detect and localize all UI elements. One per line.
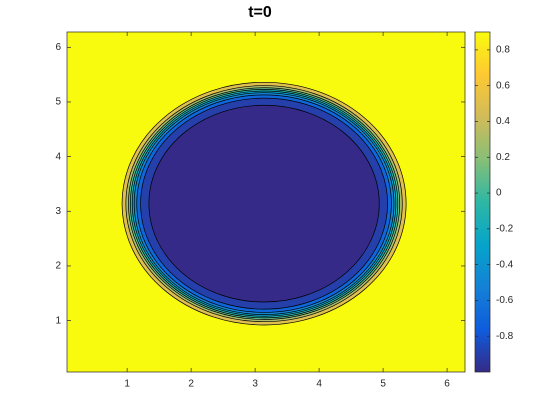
colorbar-tick-label: -0.8 — [496, 331, 514, 342]
colorbar-tick-label: -0.4 — [496, 259, 514, 270]
colorbar-tick-label: 0 — [496, 188, 502, 199]
chart-title: t=0 — [248, 4, 272, 21]
colorbar-tick-label: 0.8 — [496, 45, 510, 56]
y-tick-label: 4 — [55, 151, 61, 162]
y-tick-label: 2 — [55, 261, 61, 272]
contour-band — [148, 104, 380, 303]
y-tick-label: 1 — [55, 315, 61, 326]
axes: 1 2 3 4 5 6 1 2 3 4 5 6 -0.8 -0.6 -0.4 -0.2 0 0.2 0.4 0.6 0.… — [55, 31, 514, 390]
y-tick-label: 5 — [55, 97, 61, 108]
x-tick-label: 3 — [252, 379, 258, 390]
x-tick-label: 1 — [124, 379, 130, 390]
colorbar — [474, 31, 491, 373]
y-tick-label: 3 — [55, 206, 61, 217]
x-tick-label: 4 — [316, 379, 322, 390]
y-tick-label: 6 — [55, 42, 61, 53]
plot-area — [67, 32, 465, 372]
x-tick-label: 6 — [444, 379, 450, 390]
colorbar-tick-label: 0.4 — [496, 116, 510, 127]
colorbar-tick-label: -0.2 — [496, 223, 514, 234]
colorbar-tick-label: -0.6 — [496, 295, 514, 306]
x-tick-label: 5 — [380, 379, 386, 390]
colorbar-tick-label: 0.6 — [496, 80, 510, 91]
x-tick-label: 2 — [188, 379, 194, 390]
colorbar-tick-label: 0.2 — [496, 152, 510, 163]
axes-frame — [66, 31, 466, 373]
